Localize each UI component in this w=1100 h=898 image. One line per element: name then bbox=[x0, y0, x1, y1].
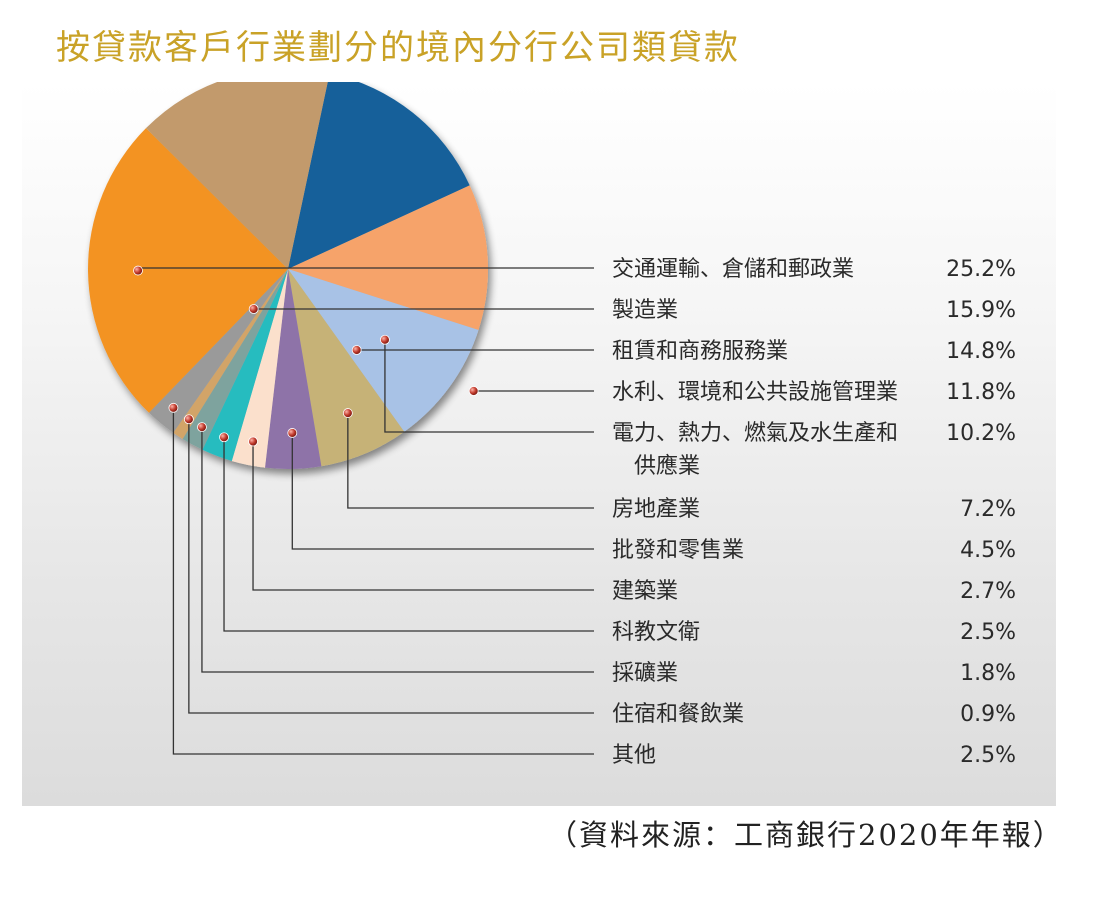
legend-label: 水利、環境和公共設施管理業 bbox=[612, 380, 898, 405]
legend-label: 電力、熱力、燃氣及水生產和 bbox=[612, 421, 898, 446]
legend-label: 製造業 bbox=[612, 298, 678, 323]
pie-slice bbox=[173, 269, 288, 439]
legend-label: 批發和零售業 bbox=[612, 538, 744, 563]
pie-slice bbox=[202, 269, 288, 461]
legend-value: 15.9% bbox=[946, 298, 1016, 323]
leader-marker bbox=[468, 386, 479, 396]
pie-slice bbox=[265, 269, 322, 470]
legend-label: 交通運輸、倉儲和郵政業 bbox=[612, 257, 854, 282]
leader-marker bbox=[219, 432, 229, 443]
pie-slices bbox=[87, 82, 488, 470]
legend-value: 4.5% bbox=[960, 538, 1016, 563]
pie-slice bbox=[288, 185, 488, 331]
legend-value: 2.5% bbox=[960, 743, 1016, 768]
leader-line bbox=[188, 419, 594, 714]
leader-marker bbox=[248, 304, 259, 314]
pie-chart: 交通運輸、倉儲和郵政業 25.2% 製造業 15.9% 租賃和商務服務業 14.8% 水利、… bbox=[87, 82, 1016, 768]
legend-label: 供應業 bbox=[634, 453, 700, 479]
legend: 交通運輸、倉儲和郵政業 25.2% 製造業 15.9% 租賃和商務服務業 14.8% 水利、… bbox=[612, 257, 1016, 768]
leader-line bbox=[252, 441, 594, 591]
legend-label: 建築業 bbox=[612, 579, 678, 604]
legend-value: 0.9% bbox=[960, 702, 1016, 727]
legend-value: 2.5% bbox=[960, 620, 1016, 645]
leader-marker bbox=[197, 422, 207, 432]
chart-title: 按貸款客戶行業劃分的境內分行公司類貸款 bbox=[56, 28, 740, 68]
leader-line bbox=[347, 413, 594, 509]
leader-marker bbox=[342, 408, 353, 418]
leader-marker bbox=[351, 345, 362, 355]
legend-value: 7.2% bbox=[960, 497, 1016, 522]
legend-label: 採礦業 bbox=[612, 661, 678, 686]
pie-slice bbox=[231, 269, 288, 468]
legend-label: 住宿和餐飲業 bbox=[612, 702, 744, 727]
legend-value: 14.8% bbox=[946, 339, 1016, 364]
leader-line bbox=[201, 427, 594, 673]
legend-value: 2.7% bbox=[960, 579, 1016, 604]
source-note: （資料來源：工商銀行2020年年報） bbox=[548, 818, 1064, 852]
leader-line bbox=[172, 407, 594, 755]
leader-line bbox=[291, 432, 594, 550]
pie-slice bbox=[288, 269, 405, 467]
legend-label: 其他 bbox=[612, 743, 656, 768]
legend-label: 租賃和商務服務業 bbox=[612, 339, 788, 364]
pie-slice bbox=[288, 82, 470, 269]
leader-marker bbox=[133, 265, 143, 276]
pie-slice bbox=[145, 82, 328, 269]
legend-value: 1.8% bbox=[960, 661, 1016, 686]
legend-value: 10.2% bbox=[946, 421, 1016, 446]
legend-value: 11.8% bbox=[946, 380, 1016, 405]
leader-marker bbox=[183, 414, 194, 425]
leader-lines bbox=[133, 265, 594, 755]
legend-label: 房地產業 bbox=[612, 497, 700, 522]
legend-value: 25.2% bbox=[946, 257, 1016, 282]
leader-line bbox=[223, 437, 594, 632]
chart-panel: 交通運輸、倉儲和郵政業 25.2% 製造業 15.9% 租賃和商務服務業 14.8% 水利、… bbox=[22, 82, 1056, 806]
leader-line bbox=[384, 339, 594, 433]
pie-slice bbox=[87, 128, 288, 413]
leader-marker bbox=[380, 334, 390, 345]
leader-marker bbox=[248, 436, 258, 447]
pie-slice bbox=[182, 269, 288, 450]
leader-marker bbox=[168, 402, 179, 413]
leader-marker bbox=[287, 428, 298, 438]
legend-label: 科教文衛 bbox=[612, 620, 700, 645]
